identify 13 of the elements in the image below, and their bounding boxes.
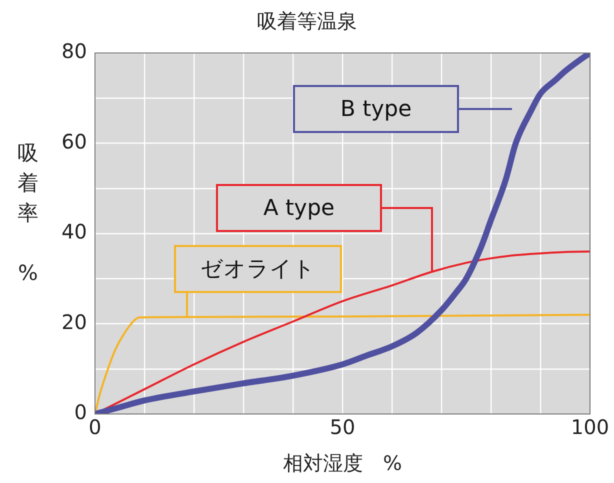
y-tick-label: 0 <box>74 400 87 424</box>
text: 吸着率 % <box>18 141 38 285</box>
x-tick-label: 100 <box>570 415 610 440</box>
series-label: ゼオライト <box>174 245 342 293</box>
y-tick-label: 60 <box>62 129 87 154</box>
x-tick-label: 50 <box>330 415 356 440</box>
x-axis-title: 相対湿度 % <box>282 451 402 476</box>
y-tick-label: 40 <box>62 220 87 244</box>
y-tick-label: 80 <box>62 39 87 64</box>
legend-label: B type <box>293 85 459 133</box>
chart-title: 吸着等温泉 <box>256 8 358 35</box>
text: A type <box>216 184 382 232</box>
y-tick-label: 20 <box>62 310 87 334</box>
